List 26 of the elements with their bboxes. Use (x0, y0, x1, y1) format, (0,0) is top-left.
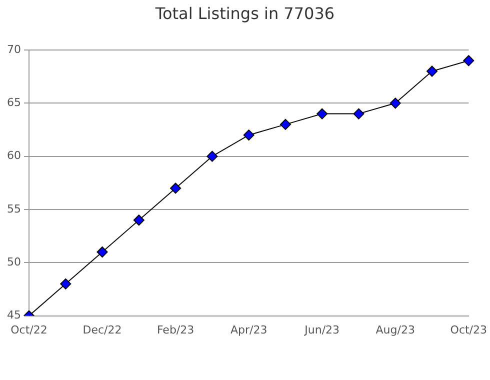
x-tick-label: Aug/23 (376, 323, 415, 336)
y-tick-label: 50 (6, 256, 21, 268)
point (280, 118, 291, 130)
y-tick-label: 65 (6, 96, 21, 110)
point (463, 55, 474, 66)
y-tick-label: 45 (6, 308, 21, 322)
point (316, 108, 328, 120)
point (426, 66, 438, 77)
point (390, 98, 401, 109)
y-tick-label: 60 (6, 149, 21, 162)
point (170, 182, 182, 194)
y-tick-label: 55 (6, 202, 21, 216)
y-tick-label: 70 (6, 42, 21, 56)
point (353, 108, 364, 120)
x-tick-label: Dec/22 (82, 323, 122, 336)
x-tick-label: Apr/23 (230, 323, 268, 336)
x-tick-label: Feb/23 (156, 323, 194, 336)
point (60, 278, 72, 290)
point (206, 150, 218, 162)
chart-title: Total Listings in 77036 (154, 4, 336, 23)
point (133, 214, 144, 226)
point (243, 130, 254, 141)
x-tick-label: Oct/22 (10, 323, 48, 336)
point (96, 246, 108, 258)
x-tick-label: Oct/23 (450, 323, 488, 336)
x-tick-label: Jun/23 (304, 323, 340, 336)
